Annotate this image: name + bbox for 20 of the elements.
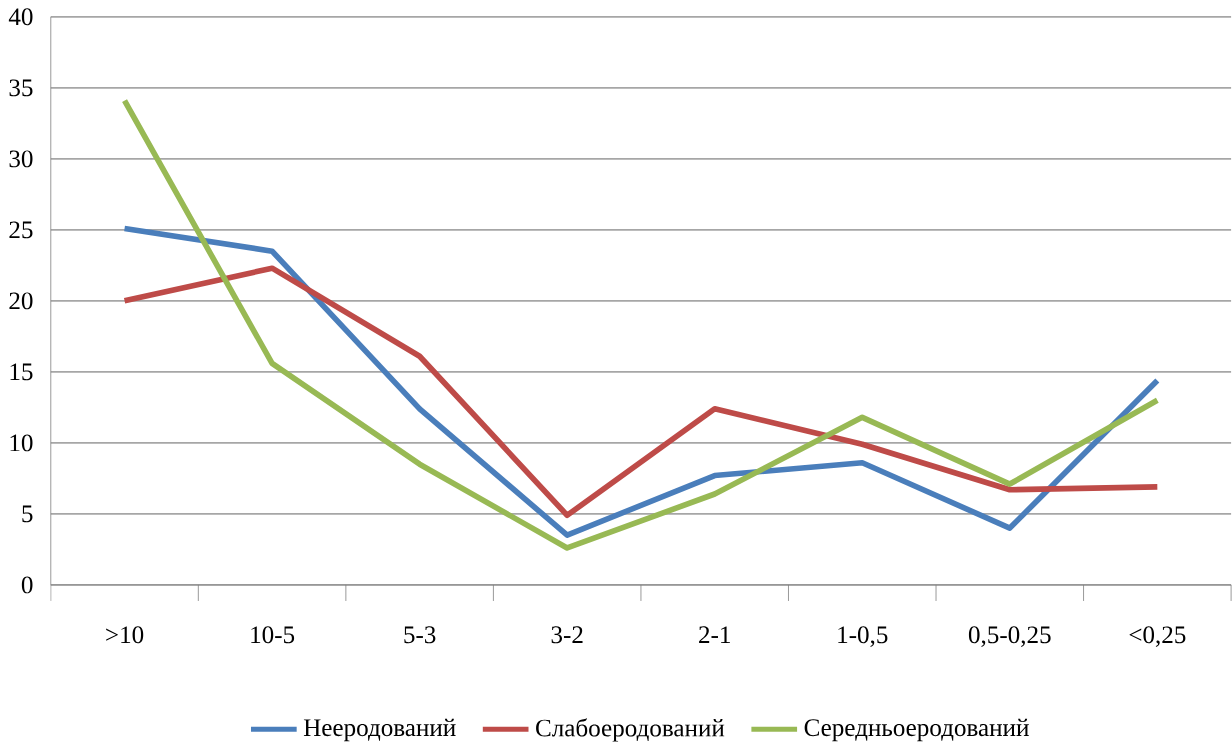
x-tick-label: <0,25	[1129, 626, 1186, 647]
x-tick-label: 10-5	[251, 626, 295, 644]
legend-label: Нееродований	[303, 718, 456, 742]
y-tick-label: 15	[10, 363, 33, 381]
y-tick-label: 20	[9, 292, 33, 310]
x-tick-label: 1-0,5	[838, 626, 888, 647]
x-tick-label: 2-1	[699, 626, 730, 643]
legend-label: Середньоеродований	[804, 718, 1029, 742]
x-tick-label: 0,5-0,25	[968, 626, 1051, 647]
y-tick-label: 25	[9, 221, 33, 239]
x-tick-label: >10	[106, 626, 144, 644]
y-tick-label: 35	[9, 79, 33, 97]
y-tick-label: 40	[8, 8, 33, 26]
y-tick-label: 0	[21, 576, 33, 594]
y-tick-label: 10	[10, 434, 33, 452]
legend-label: Слабоеродований	[536, 718, 725, 742]
y-tick-label: 5	[22, 505, 33, 523]
x-tick-label: 5-3	[404, 626, 436, 644]
y-tick-label: 30	[9, 150, 33, 168]
x-tick-label: 3-2	[551, 626, 583, 644]
